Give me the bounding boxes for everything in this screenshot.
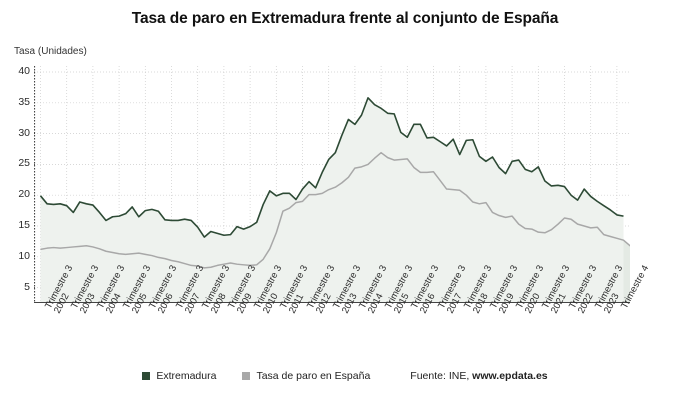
y-tick-label-10: 10 xyxy=(18,249,30,262)
legend-item-extremadura[interactable]: Extremadura xyxy=(142,370,216,382)
y-axis-tick-labels: 5 10 15 20 25 30 35 40 xyxy=(0,0,30,405)
source-prefix: Fuente: INE, xyxy=(410,370,473,382)
y-tick-label-30: 30 xyxy=(18,126,30,139)
chart-legend: Extremadura Tasa de paro en España Fuent… xyxy=(0,370,690,382)
legend-swatch-extremadura xyxy=(142,372,151,380)
y-axis-title: Tasa (Unidades) xyxy=(14,46,87,57)
chart-plot-area xyxy=(34,66,630,303)
y-tick-label-25: 25 xyxy=(18,157,30,170)
y-tick-label-20: 20 xyxy=(18,188,30,201)
series-line-espana xyxy=(40,151,630,269)
page-title: Tasa de paro en Extremadura frente al co… xyxy=(131,10,559,27)
legend-label-extremadura: Extremadura xyxy=(156,370,217,382)
legend-swatch-espana xyxy=(242,372,251,380)
source-attribution: Fuente: INE, www.epdata.es xyxy=(410,370,547,382)
y-tick-label-5: 5 xyxy=(24,280,30,293)
source-link[interactable]: www.epdata.es xyxy=(472,370,548,382)
legend-item-espana[interactable]: Tasa de paro en España xyxy=(242,370,370,382)
series-line-extremadura xyxy=(39,97,624,238)
legend-label-espana: Tasa de paro en España xyxy=(256,370,371,382)
y-tick-label-40: 40 xyxy=(18,65,30,77)
chart-svg xyxy=(34,66,630,303)
area-extremadura xyxy=(40,97,624,303)
axes xyxy=(34,66,630,303)
y-tick-label-15: 15 xyxy=(18,219,30,231)
y-tick-label-35: 35 xyxy=(18,95,30,108)
